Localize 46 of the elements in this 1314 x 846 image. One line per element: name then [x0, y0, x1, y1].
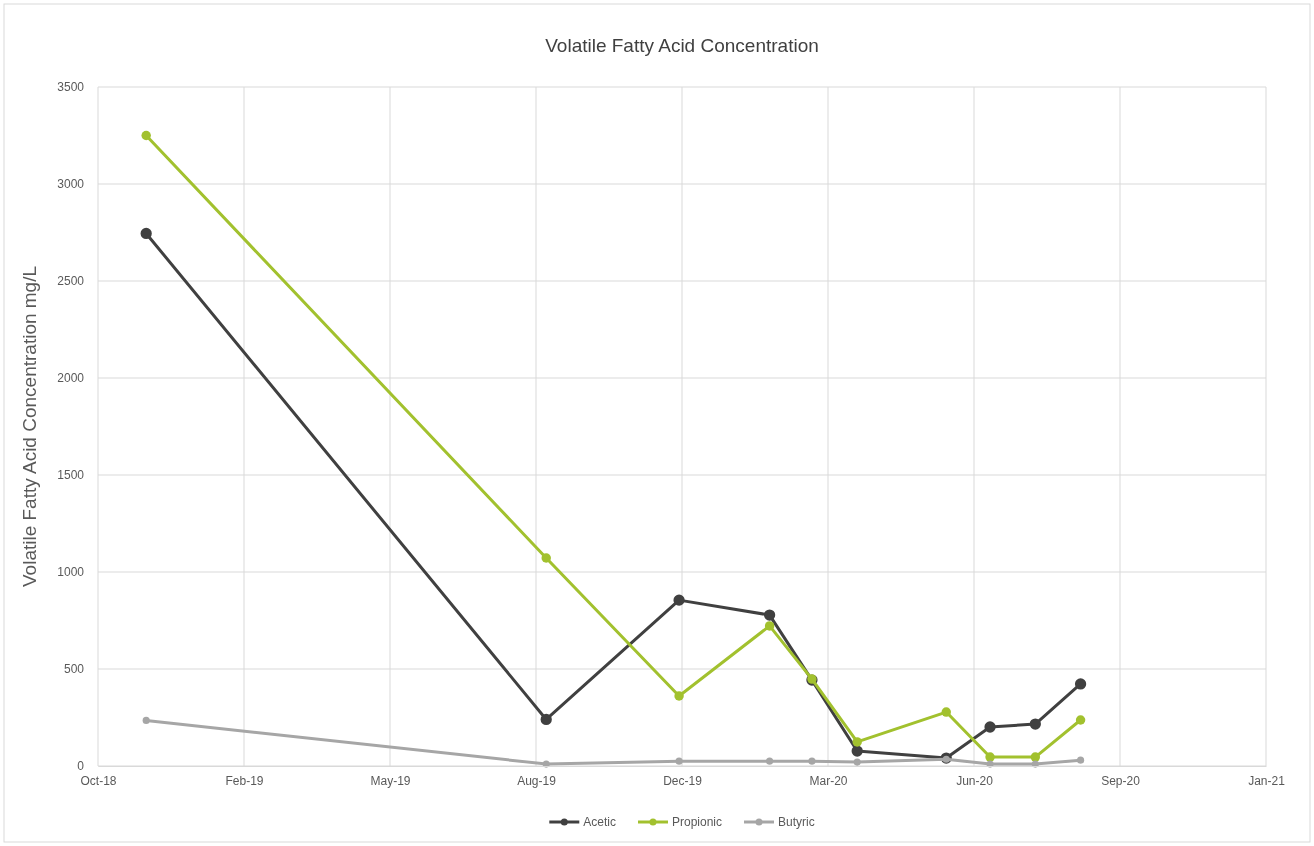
x-tick-label: Oct-18: [80, 773, 117, 788]
x-tick-label: Sep-20: [1101, 773, 1141, 788]
point: [763, 609, 776, 621]
x-tick-label: May-19: [370, 773, 411, 788]
x-tick-label: Dec-19: [663, 773, 703, 788]
point: [675, 757, 683, 765]
x-tick-label: Aug-19: [517, 773, 557, 788]
point: [941, 707, 951, 717]
legend-label: Propionic: [671, 815, 723, 829]
y-tick-label: 500: [63, 662, 85, 677]
legend-label: Acetic: [583, 815, 616, 829]
x-tick-label: Jan-21: [1248, 773, 1286, 788]
y-tick-label: 3500: [57, 80, 85, 95]
point: [542, 760, 550, 768]
y-axis-title: Volatile Fatty Acid Concentration mg/L: [19, 265, 40, 588]
point: [851, 745, 863, 757]
point: [764, 621, 775, 631]
point: [142, 716, 150, 724]
point: [853, 758, 861, 766]
point: [541, 553, 551, 563]
point: [1074, 678, 1087, 690]
point: [984, 721, 996, 733]
y-tick-label: 3000: [57, 177, 85, 192]
x-tick-label: Mar-20: [809, 773, 848, 788]
x-tick-label: Feb-19: [225, 773, 264, 788]
point: [540, 713, 552, 726]
y-tick-label: 1500: [57, 468, 85, 483]
point: [985, 752, 995, 762]
point: [141, 130, 151, 141]
point: [852, 737, 862, 747]
y-tick-label: 2000: [57, 371, 85, 386]
point: [808, 757, 816, 765]
point: [1077, 756, 1085, 764]
point: [1030, 752, 1041, 762]
point: [674, 691, 684, 701]
y-tick-label: 1000: [57, 565, 85, 580]
point: [673, 594, 685, 606]
x-tick-label: Jun-20: [956, 773, 994, 788]
point: [1075, 715, 1086, 725]
y-tick-label: 2500: [57, 274, 85, 289]
point: [140, 227, 152, 240]
point: [766, 757, 774, 765]
legend-label: Butyric: [778, 815, 815, 829]
point: [1029, 718, 1041, 730]
chart-title: Volatile Fatty Acid Concentration: [545, 35, 819, 56]
y-tick-label: 0: [77, 759, 85, 774]
